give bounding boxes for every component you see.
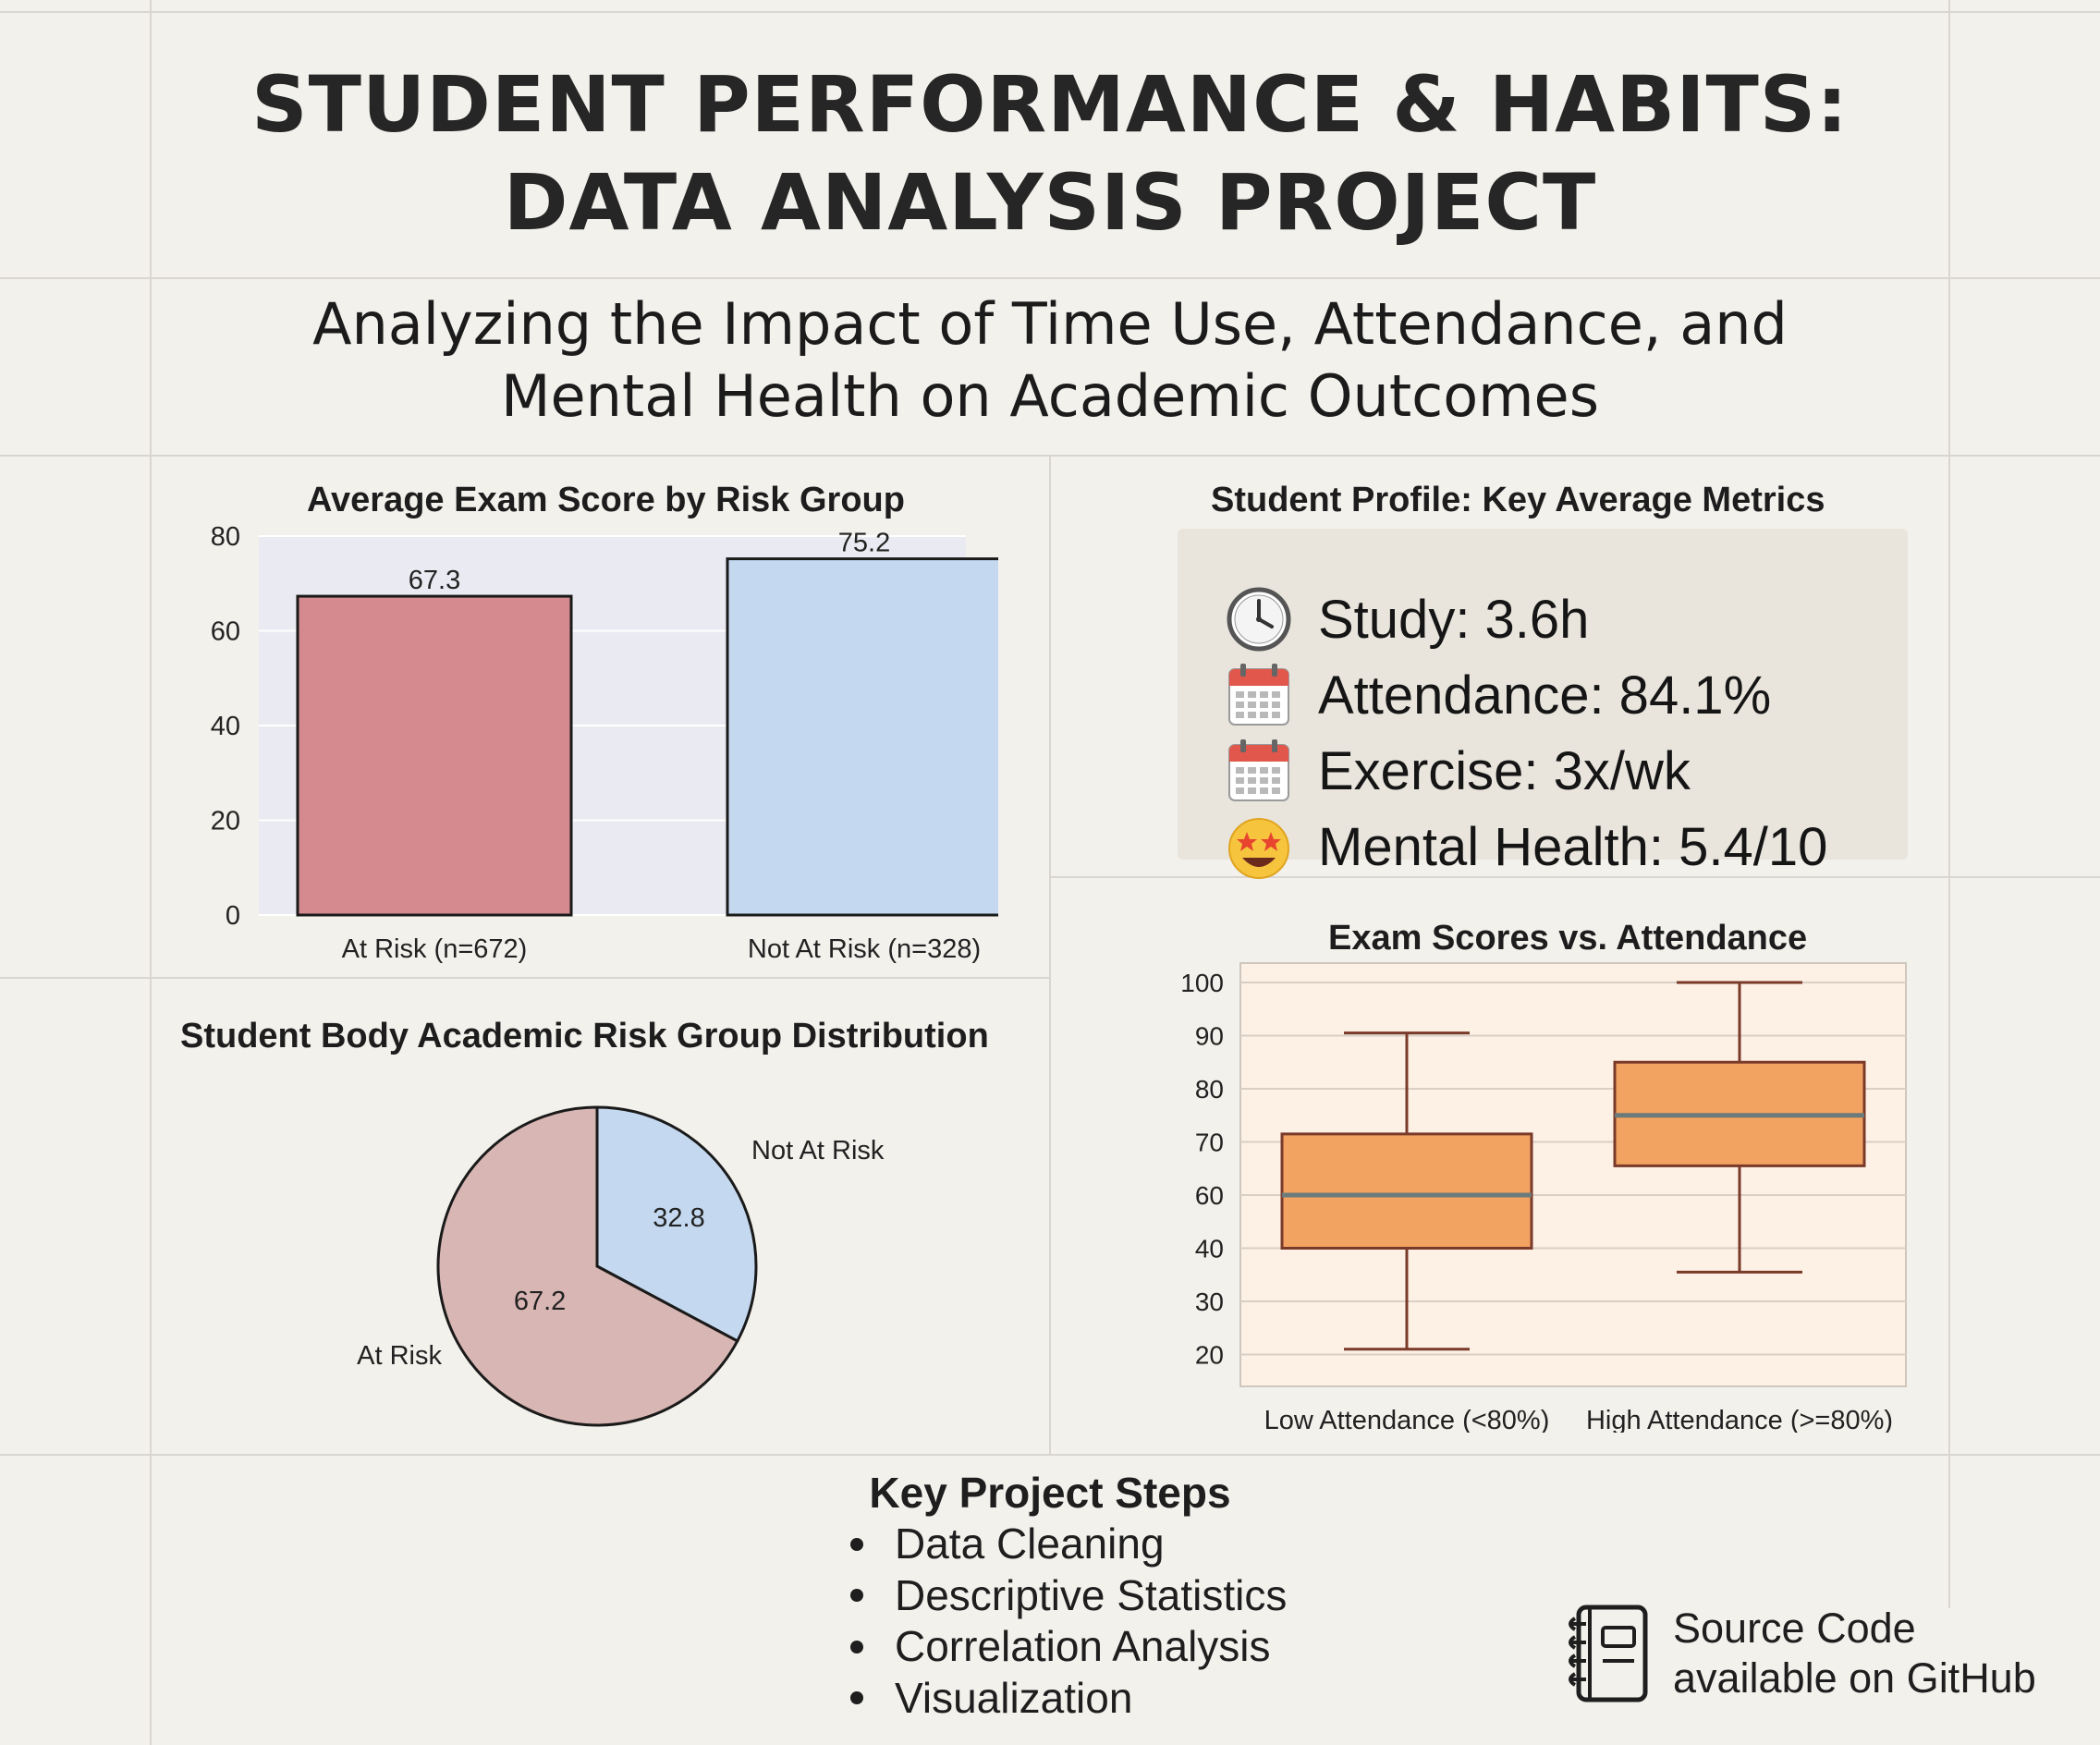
notebook-icon xyxy=(1569,1605,1648,1702)
pie-slice xyxy=(595,1105,758,1343)
data-label: 32.8 xyxy=(653,1203,704,1233)
y-tick-label: 70 xyxy=(1195,1129,1224,1157)
source-line-2: available on GitHub xyxy=(1673,1654,2036,1702)
y-tick-label: 60 xyxy=(211,617,240,647)
slice-label: At Risk xyxy=(357,1341,442,1371)
metric-attendance: Attendance: 84.1% xyxy=(1224,658,1771,732)
steps-title: Key Project Steps xyxy=(869,1469,1231,1517)
list-item: Correlation Analysis xyxy=(850,1621,1287,1673)
metric-study: Study: 3.6h xyxy=(1224,582,1589,656)
calendar-icon xyxy=(1228,664,1289,726)
y-tick-label: 20 xyxy=(211,807,240,836)
y-tick-label: 80 xyxy=(211,522,240,552)
x-tick-label: Not At Risk (n=328) xyxy=(748,934,981,964)
list-item: Descriptive Statistics xyxy=(850,1570,1287,1622)
page-subtitle: Analyzing the Impact of Time Use, Attend… xyxy=(312,290,1788,430)
y-tick-label: 30 xyxy=(1195,1287,1224,1316)
star-struck-face-icon xyxy=(1228,818,1289,879)
page-title: STUDENT PERFORMANCE & HABITS: DATA ANALY… xyxy=(251,59,1849,248)
x-tick-label: At Risk (n=672) xyxy=(342,934,528,964)
y-tick-label: 40 xyxy=(211,712,240,741)
y-tick-label: 60 xyxy=(1195,1181,1224,1210)
data-label: 67.2 xyxy=(514,1287,566,1316)
x-tick-label: High Attendance (>=80%) xyxy=(1586,1406,1893,1433)
metric-text: Exercise: 3x/wk xyxy=(1318,740,1691,801)
metric-text: Mental Health: 5.4/10 xyxy=(1318,816,1828,877)
y-tick-label: 90 xyxy=(1195,1022,1224,1051)
metric-text: Attendance: 84.1% xyxy=(1318,665,1772,726)
box-chart: 20 30 40 60 70 80 90 100 Low Attendance (<80%) Hi… xyxy=(1180,962,1907,1433)
list-item: Visualization xyxy=(850,1673,1287,1725)
slice-label: Not At Risk xyxy=(751,1136,885,1165)
x-tick-label: Low Attendance (<80%) xyxy=(1264,1406,1550,1433)
bar xyxy=(726,557,998,917)
profile-title: Student Profile: Key Average Metrics xyxy=(1211,481,1825,519)
calendar-icon xyxy=(1228,739,1289,801)
bar xyxy=(296,594,573,917)
bar-chart: 0 20 40 60 80 67.3 At Risk (n=672) 75.2 Not At R… xyxy=(211,522,998,964)
list-item: Data Cleaning xyxy=(850,1519,1287,1570)
source-code-note: Source Code available on GitHub xyxy=(1562,1604,2036,1703)
box-chart-title: Exam Scores vs. Attendance xyxy=(1328,919,1808,958)
bar-chart-title: Average Exam Score by Risk Group xyxy=(307,481,905,519)
metric-text: Study: 3.6h xyxy=(1318,589,1590,650)
source-line-1: Source Code xyxy=(1673,1605,1916,1652)
y-tick-label: 100 xyxy=(1180,969,1224,997)
clock-icon xyxy=(1227,587,1291,652)
metrics-panel: Study: 3.6h Attendance: 84.1% xyxy=(1178,529,1908,879)
box xyxy=(1280,1132,1533,1250)
data-label: 67.3 xyxy=(409,566,460,595)
pie-chart: 32.8 Not At Risk 67.2 At Risk xyxy=(357,1105,885,1427)
steps-list: Data Cleaning Descriptive Statistics Cor… xyxy=(850,1519,1287,1724)
metric-mental-health: Mental Health: 5.4/10 xyxy=(1224,810,1827,884)
metric-exercise: Exercise: 3x/wk xyxy=(1224,734,1691,808)
pie-slice xyxy=(436,1105,739,1427)
y-tick-label: 0 xyxy=(226,901,240,931)
data-label: 75.2 xyxy=(838,529,890,558)
pie-chart-title: Student Body Academic Risk Group Distrib… xyxy=(180,1017,989,1056)
y-tick-label: 20 xyxy=(1195,1341,1224,1370)
y-tick-label: 40 xyxy=(1195,1235,1224,1263)
y-tick-label: 80 xyxy=(1195,1075,1224,1104)
